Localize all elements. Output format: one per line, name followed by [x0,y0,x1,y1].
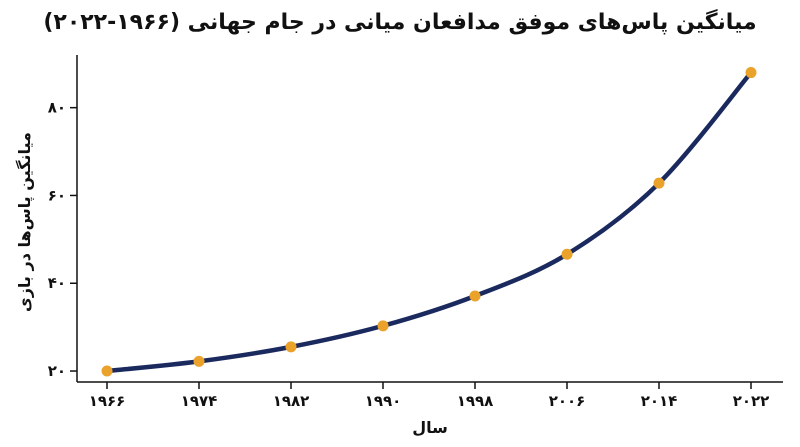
data-point [745,67,757,79]
y-ticks: ۲۰ ۴۰ ۶۰ ۸۰ [48,99,77,380]
x-tick-label: ۲۰۲۲ [733,392,770,410]
data-point [561,248,573,260]
x-tick-label: ۲۰۰۶ [549,392,586,410]
axes [76,55,783,383]
data-point [653,177,665,189]
x-tick-label: ۱۹۶۶ [89,392,126,410]
series-markers [101,67,757,377]
y-axis-label: میانگین پاس‌ها در بازی [15,132,35,312]
series-line [104,70,754,374]
data-point [469,290,481,302]
chart-title: میانگین پاس‌های موفق مدافعان میانی در جا… [43,10,757,35]
x-tick-label: ۱۹۹۸ [457,392,494,410]
data-point [285,341,297,353]
x-ticks: ۱۹۶۶ ۱۹۷۴ ۱۹۸۲ ۱۹۹۰ ۱۹۹۸ ۲۰۰۶ ۲۰۱۴ ۲۰۲۲ [89,382,770,410]
x-tick-label: ۱۹۷۴ [181,392,218,410]
x-tick-label: ۲۰۱۴ [641,392,678,410]
data-point [377,320,389,332]
x-tick-label: ۱۹۸۲ [273,392,310,410]
x-axis-label: سال [412,418,448,437]
data-point [193,355,205,367]
y-tick-label: ۲۰ [48,362,66,380]
y-tick-label: ۴۰ [48,274,66,292]
x-tick-label: ۱۹۹۰ [365,392,402,410]
data-point [101,365,113,377]
y-tick-label: ۶۰ [48,186,66,204]
y-tick-label: ۸۰ [48,99,66,117]
